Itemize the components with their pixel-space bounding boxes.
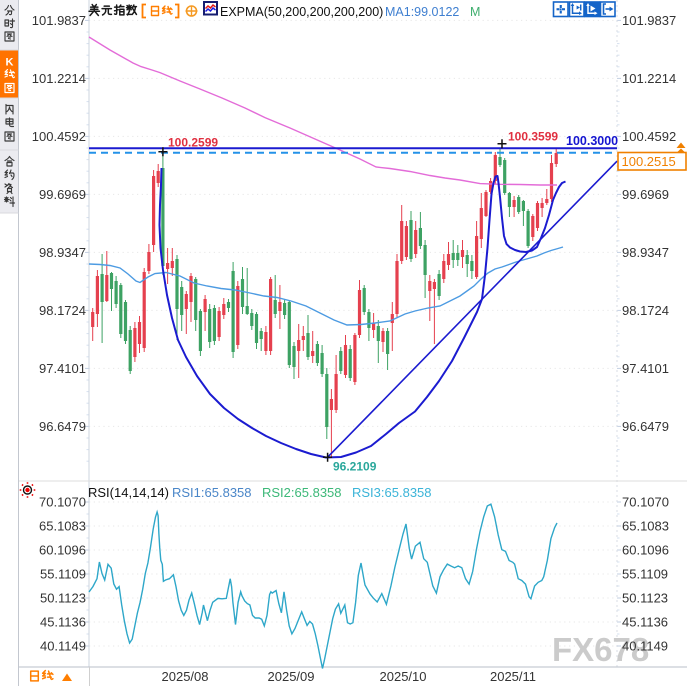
svg-text:101.2214: 101.2214 [32,71,86,86]
svg-text:100.3599: 100.3599 [508,130,558,144]
svg-text:2025/10: 2025/10 [380,669,427,684]
svg-text:RSI(14,14,14): RSI(14,14,14) [88,485,169,500]
svg-text:70.1070: 70.1070 [39,495,86,510]
svg-text:60.1096: 60.1096 [622,543,669,558]
svg-text:40.1149: 40.1149 [622,639,668,654]
svg-text:101.9837: 101.9837 [622,13,676,28]
svg-text:RSI1:65.8358: RSI1:65.8358 [172,485,252,500]
svg-text:RSI2:65.8358: RSI2:65.8358 [262,485,342,500]
svg-text:98.1724: 98.1724 [39,303,86,318]
svg-text:100.4592: 100.4592 [32,129,86,144]
svg-text:RSI3:65.8358: RSI3:65.8358 [352,485,432,500]
svg-text:96.2109: 96.2109 [333,460,377,474]
svg-text:98.1724: 98.1724 [622,303,669,318]
svg-text:98.9347: 98.9347 [622,245,669,260]
svg-text:45.1136: 45.1136 [622,615,668,630]
svg-text:101.2214: 101.2214 [622,71,676,86]
svg-text:99.6969: 99.6969 [622,187,669,202]
svg-text:96.6479: 96.6479 [622,419,669,434]
svg-text:45.1136: 45.1136 [40,615,86,630]
svg-text:50.1123: 50.1123 [40,591,86,606]
svg-text:55.1109: 55.1109 [40,567,86,582]
svg-text:100.2599: 100.2599 [168,136,218,150]
svg-text:55.1109: 55.1109 [622,567,668,582]
svg-text:50.1123: 50.1123 [622,591,668,606]
svg-text:97.4101: 97.4101 [622,361,669,376]
svg-text:100.3000: 100.3000 [566,134,618,148]
svg-text:2025/09: 2025/09 [268,669,315,684]
svg-text:M: M [470,5,480,19]
svg-text:2025/11: 2025/11 [490,669,536,684]
svg-text:96.6479: 96.6479 [39,419,86,434]
svg-text:100.4592: 100.4592 [622,129,676,144]
svg-text:70.1070: 70.1070 [622,495,669,510]
svg-text:MA1:99.0122: MA1:99.0122 [385,5,459,19]
svg-text:97.4101: 97.4101 [39,361,86,376]
svg-text:FX678: FX678 [552,631,649,668]
svg-text:99.6969: 99.6969 [39,187,86,202]
svg-text:98.9347: 98.9347 [39,245,86,260]
svg-text:100.2515: 100.2515 [622,154,676,169]
svg-text:65.1083: 65.1083 [622,519,669,534]
svg-text:2025/08: 2025/08 [162,669,209,684]
svg-text:65.1083: 65.1083 [39,519,86,534]
svg-text:101.9837: 101.9837 [32,13,86,28]
svg-text:EXPMA(50,200,200,200,200): EXPMA(50,200,200,200,200) [220,5,383,19]
svg-text:40.1149: 40.1149 [40,639,86,654]
svg-text:K: K [6,57,14,69]
svg-text:60.1096: 60.1096 [39,543,86,558]
